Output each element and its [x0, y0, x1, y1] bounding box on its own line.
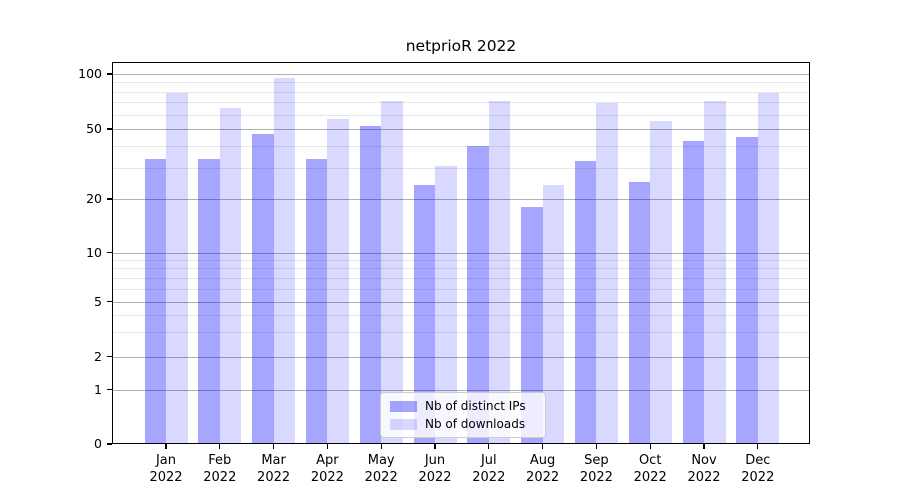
y-tick [107, 128, 112, 130]
y-tick-label: 1 [94, 381, 102, 397]
major-gridline [113, 356, 809, 358]
x-tick-label: May 2022 [364, 453, 398, 485]
x-tick-label: Dec 2022 [741, 453, 775, 485]
bar-downloads-jun [435, 165, 457, 444]
bar-downloads-oct [650, 121, 672, 444]
minor-gridline [113, 288, 809, 290]
x-tick-label: Apr 2022 [310, 453, 344, 485]
x-tick-label: Jun 2022 [418, 453, 452, 485]
minor-gridline [113, 268, 809, 270]
x-tick-label: Nov 2022 [687, 453, 721, 485]
x-tick [380, 444, 382, 449]
bar-downloads-nov [704, 101, 726, 444]
y-tick-label: 20 [86, 191, 102, 206]
bar-distinct-ips-mar [252, 133, 274, 444]
y-tick-label: 5 [94, 293, 102, 309]
bar-downloads-dec [757, 92, 780, 444]
x-tick [757, 444, 759, 449]
bar-downloads-jul [488, 101, 511, 444]
x-tick [219, 444, 221, 449]
bar-distinct-ips-oct [628, 182, 651, 444]
y-tick [107, 198, 112, 200]
x-tick [595, 444, 598, 449]
bar-distinct-ips-may [359, 125, 382, 444]
y-tick [107, 388, 112, 391]
minor-gridline [113, 314, 809, 316]
bar-distinct-ips-jul [467, 146, 489, 444]
x-tick [165, 444, 167, 449]
y-tick [107, 300, 112, 303]
x-tick [434, 444, 436, 449]
bar-downloads-apr [327, 118, 349, 444]
x-tick-label: Sep 2022 [579, 453, 613, 485]
x-tick [703, 444, 705, 449]
x-tick-label: Feb 2022 [203, 453, 237, 485]
minor-gridline [113, 168, 809, 169]
x-tick-label: Jul 2022 [472, 453, 506, 485]
x-tick-label: Jan 2022 [149, 453, 183, 485]
major-gridline [113, 74, 809, 75]
legend-item-downloads: Nb of downloads [390, 417, 536, 431]
major-gridline [113, 199, 809, 200]
bar-distinct-ips-feb [198, 158, 220, 444]
x-tick-label: Oct 2022 [633, 453, 667, 485]
x-tick [649, 444, 651, 449]
major-gridline [113, 389, 809, 391]
y-tick [107, 443, 112, 445]
bar-distinct-ips-jun [413, 185, 435, 444]
minor-gridline [113, 114, 809, 116]
y-tick [107, 355, 112, 358]
legend-label-downloads: Nb of downloads [425, 417, 526, 431]
minor-gridline [113, 277, 809, 279]
y-tick-label: 2 [94, 348, 102, 364]
minor-gridline [113, 146, 809, 147]
minor-gridline [113, 332, 809, 334]
minor-gridline [113, 102, 809, 104]
legend-swatch-downloads [390, 418, 417, 430]
minor-gridline [113, 82, 809, 84]
y-tick-label: 10 [86, 244, 102, 260]
x-tick [326, 444, 329, 449]
y-tick-label: 100 [78, 66, 102, 81]
chart-title: netprioR 2022 [405, 37, 517, 55]
bar-distinct-ips-dec [736, 137, 758, 444]
x-tick [542, 444, 544, 449]
major-gridline [113, 252, 809, 254]
legend-swatch-distinct-ips [390, 400, 417, 412]
y-tick-label: 0 [94, 436, 102, 451]
bar-distinct-ips-aug [521, 207, 543, 444]
x-tick [273, 444, 275, 449]
x-tick [488, 444, 490, 449]
legend-label-distinct-ips: Nb of distinct IPs [425, 399, 526, 413]
bar-distinct-ips-jan [144, 158, 166, 444]
legend-item-distinct-ips: Nb of distinct IPs [390, 399, 536, 413]
minor-gridline [113, 259, 809, 261]
bar-distinct-ips-nov [682, 140, 704, 444]
bar-downloads-mar [273, 78, 296, 444]
bar-distinct-ips-apr [305, 158, 328, 444]
y-tick [107, 251, 112, 254]
major-gridline [113, 129, 809, 130]
legend: Nb of distinct IPs Nb of downloads [380, 392, 546, 438]
x-tick-label: Aug 2022 [526, 453, 560, 485]
bar-downloads-sep [596, 103, 618, 444]
bar-downloads-feb [219, 108, 242, 444]
major-gridline [113, 301, 809, 303]
y-tick [107, 73, 112, 75]
x-tick-label: Mar 2022 [257, 453, 291, 485]
minor-gridline [113, 91, 809, 93]
bar-downloads-aug [542, 185, 565, 444]
y-tick-label: 50 [86, 121, 102, 136]
bar-distinct-ips-sep [574, 160, 597, 444]
bar-downloads-jan [166, 92, 188, 444]
bar-downloads-may [381, 101, 403, 444]
